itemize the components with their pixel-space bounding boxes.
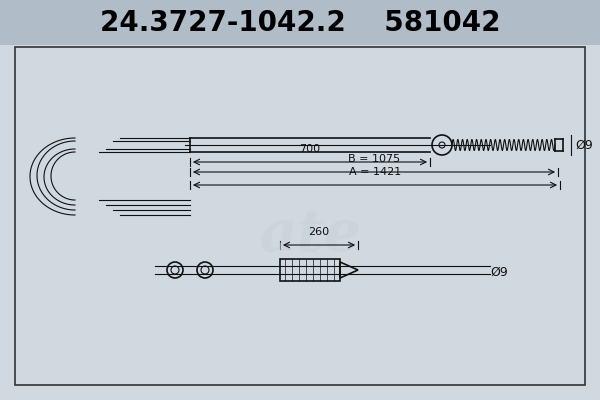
Text: ate: ate	[259, 207, 361, 263]
Text: A = 1421: A = 1421	[349, 167, 401, 177]
Text: 24.3727-1042.2    581042: 24.3727-1042.2 581042	[100, 9, 500, 37]
Text: B = 1075: B = 1075	[348, 154, 400, 164]
Text: 700: 700	[299, 144, 320, 154]
Text: Ø9: Ø9	[490, 266, 508, 278]
Text: 260: 260	[308, 227, 329, 237]
Text: Ø9: Ø9	[575, 138, 593, 152]
Bar	[280, 259, 340, 281]
Bar	[0, 0, 600, 45]
Bar	[15, 47, 585, 385]
